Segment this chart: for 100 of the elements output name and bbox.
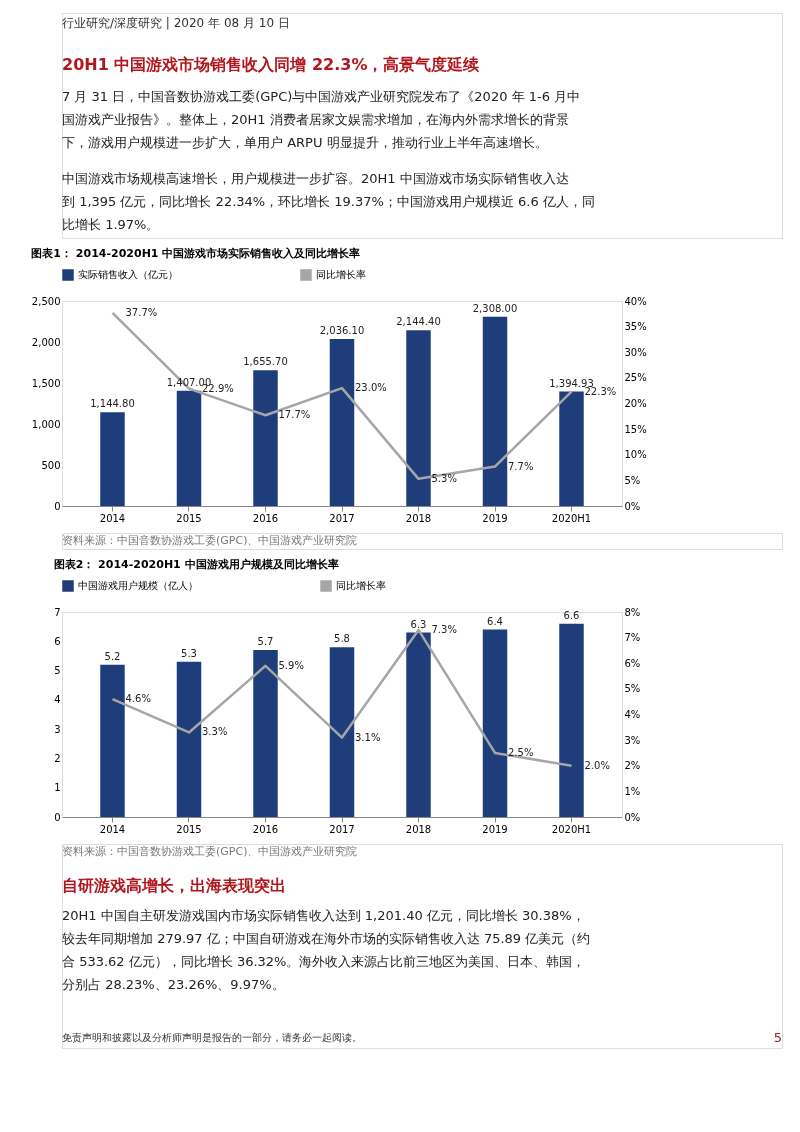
y-tick-label: 2 — [54, 752, 61, 764]
chart-title: 图表1： 2014-2020H1 中国游戏市场实际销售收入及同比增长率 — [31, 247, 361, 260]
x-tick-label: 2020H1 — [551, 512, 592, 524]
bar — [100, 412, 125, 506]
y2-tick-label: 25% — [624, 372, 647, 384]
data-label: 2,308.00 — [472, 302, 518, 314]
x-tick-label: 2014 — [99, 823, 126, 835]
y-tick-label: 6 — [54, 635, 61, 647]
data-label: 2,144.40 — [396, 316, 441, 328]
y-tick-label: 3 — [54, 723, 61, 735]
x-tick-label: 2016 — [252, 512, 279, 524]
text: 资料来源：中国音数协游戏工委(GPC)、中国游戏产业研究院 — [62, 845, 358, 858]
text: 较去年同期增加 279.97 亿；中国自研游戏在海外市场的实际销售收入达 75.89 亿美元（约 — [62, 931, 591, 946]
bar — [559, 623, 584, 817]
y2-tick-label: 3% — [624, 734, 641, 746]
bar — [176, 661, 202, 817]
chart-title: 图表2： 2014-2020H1 中国游戏用户规模及同比增长率 — [53, 558, 339, 571]
text: 20H1 中国自主研发游戏国内市场实际销售收入达到 1,201.40 亿元，同比增长 30.38%， — [62, 908, 585, 923]
x-tick-label: 2020H1 — [551, 823, 592, 835]
y-tick-label: 2,500 — [31, 295, 61, 307]
y-tick-label: 0 — [54, 811, 61, 823]
bar — [329, 339, 355, 506]
y2-tick-label: 10% — [624, 449, 647, 461]
data-label: 1,144.80 — [90, 398, 135, 410]
y-tick-label: 2,000 — [31, 336, 61, 348]
data-label: 4.6% — [125, 693, 151, 705]
data-label: 1,655.70 — [243, 356, 288, 368]
x-tick-label: 2015 — [176, 512, 202, 524]
y-tick-label: 1,000 — [31, 418, 61, 430]
y2-tick-label: 7% — [624, 632, 641, 644]
y-tick-label: 5 — [54, 665, 61, 677]
text: 到 1,395 亿元，同比增长 22.34%，环比增长 19.37%；中国游戏用户规模近 6.6 亿人，同 — [62, 194, 595, 209]
data-label: 5.3 — [181, 647, 197, 659]
text: 20H1 中国游戏市场销售收入同增 22.3%，高景气度延续 — [62, 55, 481, 74]
text: 7 月 31 日，中国音数协游戏工委(GPC)与中国游戏产业研究院发布了《2020 年 1-6 月中 — [62, 89, 581, 104]
x-tick-label: 2017 — [329, 512, 355, 524]
data-label: 17.7% — [278, 409, 311, 421]
text: 中国游戏市场规模高速增长，用户规模进一步扩容。20H1 中国游戏市场实际销售收入达 — [62, 171, 569, 186]
y2-tick-label: 35% — [624, 321, 647, 333]
y2-tick-label: 4% — [624, 709, 641, 720]
data-label: 2,036.10 — [319, 325, 365, 337]
x-tick-label: 2018 — [405, 512, 432, 524]
x-tick-label: 2018 — [405, 823, 432, 835]
text: 自研游戏高增长，出海表现突出 — [62, 876, 286, 895]
y2-tick-label: 6% — [624, 657, 641, 669]
data-label: 7.3% — [431, 623, 457, 635]
bar — [406, 330, 431, 506]
text: 合 533.62 亿元），同比增长 36.32%。海外收入来源占比前三地区为美国、日本、韩国， — [62, 954, 586, 969]
bar — [482, 316, 508, 506]
y-tick-label: 1,500 — [31, 377, 61, 389]
x-tick-label: 2019 — [482, 512, 508, 524]
text: 行业研究/深度研究 | 2020 年 08 月 10 日 — [62, 16, 290, 30]
x-tick-label: 2019 — [482, 823, 508, 835]
y-tick-label: 1 — [54, 782, 61, 794]
y2-tick-label: 1% — [624, 785, 641, 797]
text: 下，游戏用户规模进一步扩大，单用户 ARPU 明显提升，推动行业上半年高速增长。 — [62, 135, 548, 150]
data-label: 23.0% — [355, 382, 387, 394]
data-label: 5.2 — [104, 650, 121, 662]
y2-tick-label: 5% — [624, 683, 641, 695]
y2-tick-label: 20% — [624, 398, 647, 409]
x-tick-label: 2016 — [252, 823, 279, 835]
y-tick-label: 0 — [54, 500, 61, 512]
data-label: 3.1% — [355, 731, 381, 743]
y2-tick-label: 5% — [624, 474, 641, 486]
data-label: 3.3% — [201, 726, 228, 738]
x-tick-label: 2015 — [176, 823, 202, 835]
data-label: 6.3 — [410, 618, 427, 630]
legend-label: 实际销售收入（亿元） — [78, 269, 178, 280]
text: 资料来源：中国音数协游戏工委(GPC)、中国游戏产业研究院 — [62, 534, 358, 547]
legend-label: 中国游戏用户规模（亿人） — [78, 580, 198, 591]
bar — [329, 647, 355, 817]
data-label: 5.7 — [257, 636, 274, 648]
y2-tick-label: 15% — [624, 423, 647, 435]
data-label: 2.0% — [584, 759, 610, 771]
text: 5 — [773, 1030, 782, 1045]
text: 国游戏产业报告》。整体上，20H1 消费者居家文娱需求增加，在海内外需求增长的背景 — [62, 112, 569, 127]
data-label: 37.7% — [125, 306, 158, 318]
bar — [406, 632, 431, 817]
y2-tick-label: 8% — [624, 606, 641, 618]
y2-tick-label: 0% — [624, 500, 641, 512]
x-tick-label: 2017 — [329, 823, 355, 835]
bar — [100, 664, 125, 817]
bar — [253, 650, 278, 817]
x-tick-label: 2014 — [99, 512, 126, 524]
bar — [253, 370, 278, 506]
y-tick-label: 7 — [54, 606, 61, 618]
data-label: 5.9% — [278, 659, 304, 671]
data-label: 5.3% — [431, 472, 457, 484]
y-tick-label: 4 — [54, 694, 61, 706]
data-label: 5.8 — [334, 633, 350, 645]
data-label: 7.7% — [508, 460, 534, 472]
text: 分别占 28.23%、23.26%、9.97%。 — [62, 977, 285, 992]
legend-label: 同比增长率 — [336, 580, 386, 591]
bar — [482, 629, 508, 817]
bar — [559, 391, 584, 506]
y2-tick-label: 2% — [624, 760, 641, 772]
data-label: 2.5% — [508, 746, 534, 758]
y2-tick-label: 0% — [624, 811, 641, 823]
y2-tick-label: 40% — [624, 295, 647, 307]
bar — [176, 390, 202, 506]
